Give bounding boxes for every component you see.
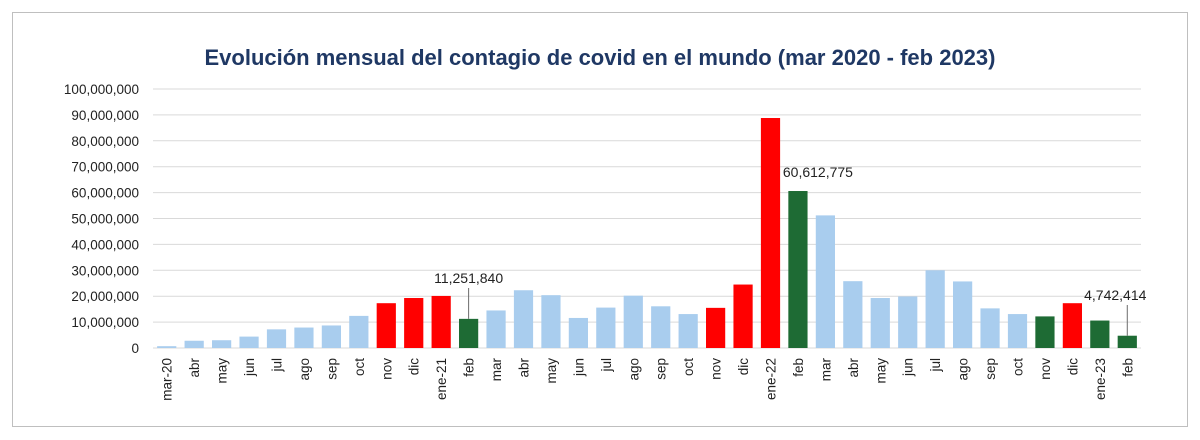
x-tick-label: ago (626, 358, 641, 381)
bar (349, 315, 369, 348)
bar (678, 314, 698, 348)
bar (404, 298, 424, 348)
x-tick-label: nov (709, 358, 724, 380)
bar (980, 308, 1000, 348)
bar (1117, 335, 1137, 348)
x-tick-label: feb (462, 358, 477, 377)
chart-title: Evolución mensual del contagio de covid … (205, 45, 996, 70)
x-tick-label: sep (654, 358, 669, 380)
bar (760, 118, 781, 349)
bar (266, 329, 287, 348)
x-tick-label: feb (1120, 358, 1135, 377)
x-tick-label: mar (818, 357, 833, 381)
x-axis-ticks: mar-20 abr may jun jul ago sep oct nov dic ene-21 f… (160, 357, 1136, 400)
y-axis-ticks: 0 10,000,000 20,000,000 30,000,000 40,000,00… (64, 82, 139, 356)
x-tick-label: ago (297, 358, 312, 381)
bar (157, 346, 177, 348)
x-tick-label: oct (681, 358, 696, 376)
x-tick-label: may (215, 358, 230, 384)
bar (925, 270, 945, 348)
bar (788, 191, 808, 348)
bar (294, 327, 314, 348)
bar (623, 295, 643, 348)
data-label: 11,251,840 (434, 270, 503, 286)
x-tick-label: may (873, 358, 888, 384)
x-tick-label: abr (846, 357, 861, 377)
covid-monthly-bar-chart: Evolución mensual del contagio de covid … (64, 45, 1147, 401)
x-tick-label: dic (1065, 358, 1080, 376)
data-label: 60,612,775 (783, 164, 853, 180)
chart-frame: Evolución mensual del contagio de covid … (12, 12, 1188, 427)
bar (1062, 303, 1082, 348)
x-tick-label: nov (379, 358, 394, 380)
bar (898, 296, 918, 348)
x-tick-label: ene-22 (764, 358, 779, 400)
x-tick-label: sep (983, 358, 998, 380)
x-tick-label: mar-20 (160, 358, 175, 401)
y-tick-label: 30,000,000 (71, 263, 139, 278)
bar (596, 307, 616, 348)
x-tick-label: jul (599, 358, 614, 373)
y-tick-label: 60,000,000 (71, 186, 139, 201)
bar (459, 318, 479, 348)
bar (376, 303, 396, 348)
x-tick-label: dic (736, 358, 751, 376)
x-tick-label: jun (571, 358, 586, 377)
x-tick-label: sep (324, 358, 339, 380)
bar (568, 317, 588, 348)
bar (513, 290, 534, 348)
bar (1090, 320, 1110, 348)
x-tick-label: abr (187, 357, 202, 377)
bar (843, 281, 863, 348)
annotations: 11,251,840 60,612,775 4,742,414 (434, 164, 1147, 336)
y-tick-label: 10,000,000 (71, 315, 139, 330)
x-tick-label: jul (270, 358, 285, 373)
x-tick-label: oct (352, 358, 367, 376)
y-tick-label: 40,000,000 (71, 237, 139, 252)
bar (321, 325, 341, 348)
bar (733, 284, 753, 348)
x-tick-label: jun (242, 358, 257, 377)
x-tick-label: feb (791, 358, 806, 377)
x-tick-label: jul (928, 358, 943, 373)
bar (1035, 316, 1055, 348)
x-tick-label: abr (517, 357, 532, 377)
bar (706, 307, 726, 348)
x-tick-label: ene-21 (434, 358, 449, 400)
bar (541, 295, 561, 348)
gridlines (153, 88, 1141, 349)
y-tick-label: 50,000,000 (71, 212, 139, 227)
y-tick-label: 20,000,000 (71, 289, 139, 304)
x-tick-label: jun (901, 358, 916, 377)
x-tick-label: dic (407, 358, 422, 376)
x-tick-label: mar (489, 357, 504, 381)
bar (953, 281, 973, 348)
data-label: 4,742,414 (1084, 287, 1146, 303)
bar (212, 340, 232, 348)
y-tick-label: 70,000,000 (71, 160, 139, 175)
x-tick-label: ago (956, 358, 971, 381)
bars (157, 118, 1137, 349)
bar (815, 215, 835, 348)
y-tick-label: 90,000,000 (71, 108, 139, 123)
x-tick-label: ene-23 (1093, 358, 1108, 400)
bar (1007, 314, 1028, 348)
x-tick-label: oct (1011, 358, 1026, 376)
y-tick-label: 0 (131, 341, 139, 356)
bar (870, 298, 890, 348)
x-tick-label: may (544, 358, 559, 384)
x-tick-label: nov (1038, 358, 1053, 380)
bar (431, 295, 451, 348)
bar (651, 306, 671, 348)
bar (184, 340, 204, 348)
bar (486, 310, 506, 348)
y-tick-label: 100,000,000 (64, 82, 139, 97)
y-tick-label: 80,000,000 (71, 134, 139, 149)
bar (239, 336, 259, 348)
